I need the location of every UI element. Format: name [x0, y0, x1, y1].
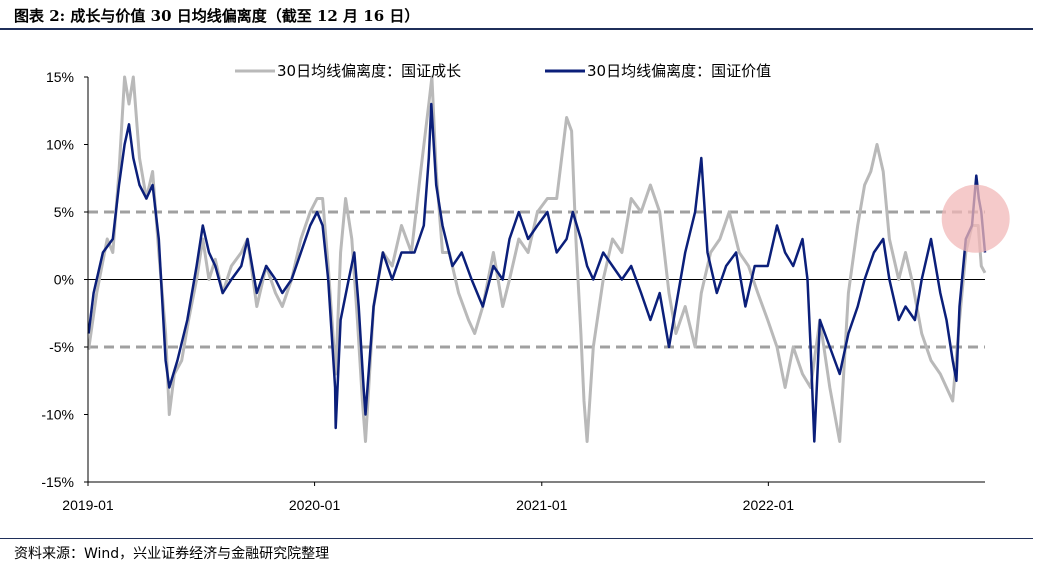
x-tick-label: 2020-01	[289, 497, 341, 513]
x-tick-label: 2022-01	[743, 497, 795, 513]
legend-label: 30日均线偏离度：国证成长	[277, 62, 461, 80]
y-tick-label: 15%	[46, 69, 74, 85]
series-value-line	[87, 102, 987, 443]
series-layer	[87, 75, 987, 443]
y-tick-label: 10%	[46, 137, 74, 153]
highlight-circle	[941, 184, 1010, 253]
y-tick-label: -15%	[41, 474, 74, 490]
series-growth-line	[87, 75, 987, 443]
y-tick-label: -10%	[41, 407, 74, 423]
legend-label: 30日均线偏离度：国证价值	[587, 62, 771, 80]
source-divider	[0, 538, 1033, 539]
axis-layer: 15% 10% 5% 0% -5% -10% -15% 2019-01 2020-01 2021-…	[41, 69, 985, 513]
x-tick-label: 2019-01	[62, 497, 114, 513]
highlight-layer	[941, 184, 1010, 253]
figure-title: 图表 2: 成长与价值 30 日均线偏离度（截至 12 月 16 日）	[14, 7, 420, 25]
title-bar: 图表 2: 成长与价值 30 日均线偏离度（截至 12 月 16 日）	[0, 0, 1033, 30]
source-note: 资料来源：Wind，兴业证券经济与金融研究院整理	[14, 546, 330, 562]
x-tick-label: 2021-01	[516, 497, 568, 513]
y-tick-label: 0%	[54, 272, 74, 288]
y-tick-label: 5%	[54, 204, 74, 220]
chart-legend: 30日均线偏离度：国证成长 30日均线偏离度：国证价值	[235, 62, 771, 80]
y-tick-label: -5%	[49, 339, 74, 355]
